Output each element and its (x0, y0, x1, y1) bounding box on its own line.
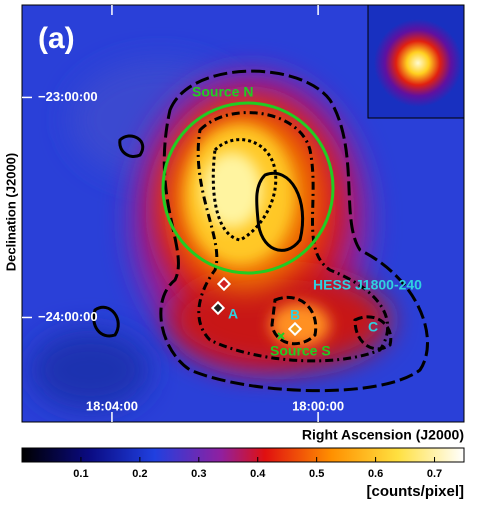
annotation: Source S (270, 343, 331, 359)
colorbar-tick-label: 0.7 (427, 468, 442, 480)
colorbar-tick-label: 0.5 (309, 468, 324, 480)
colorbar-tick-label: 0.6 (368, 468, 383, 480)
figure: (a) Source N HESS J1800-240 A B C Source… (0, 0, 481, 502)
x-axis-label: Right Ascension (J2000) (302, 427, 464, 443)
psf (374, 19, 462, 107)
x-tick-label: 18:00:00 (292, 398, 344, 413)
colorbar (22, 448, 464, 462)
panel-label: (a) (38, 22, 75, 55)
x-tick-label: 18:04:00 (86, 398, 138, 413)
annotation: A (228, 306, 238, 322)
colorbar-tick-label: 0.1 (73, 468, 88, 480)
annotation: Source N (192, 84, 253, 100)
colorbar-tick-label: 0.4 (250, 468, 266, 480)
annotation: C (368, 319, 378, 335)
y-axis-label: Declination (J2000) (3, 153, 18, 272)
y-tick-label: −23:00:00 (38, 89, 98, 104)
colorbar-tick-label: 0.2 (132, 468, 147, 480)
annotation: HESS J1800-240 (313, 277, 422, 293)
y-tick-label: −24:00:00 (38, 309, 98, 324)
annotation: B (290, 307, 300, 323)
colorbar-tick-label: 0.3 (191, 468, 206, 480)
colorbar-label: [counts/pixel] (366, 483, 464, 500)
